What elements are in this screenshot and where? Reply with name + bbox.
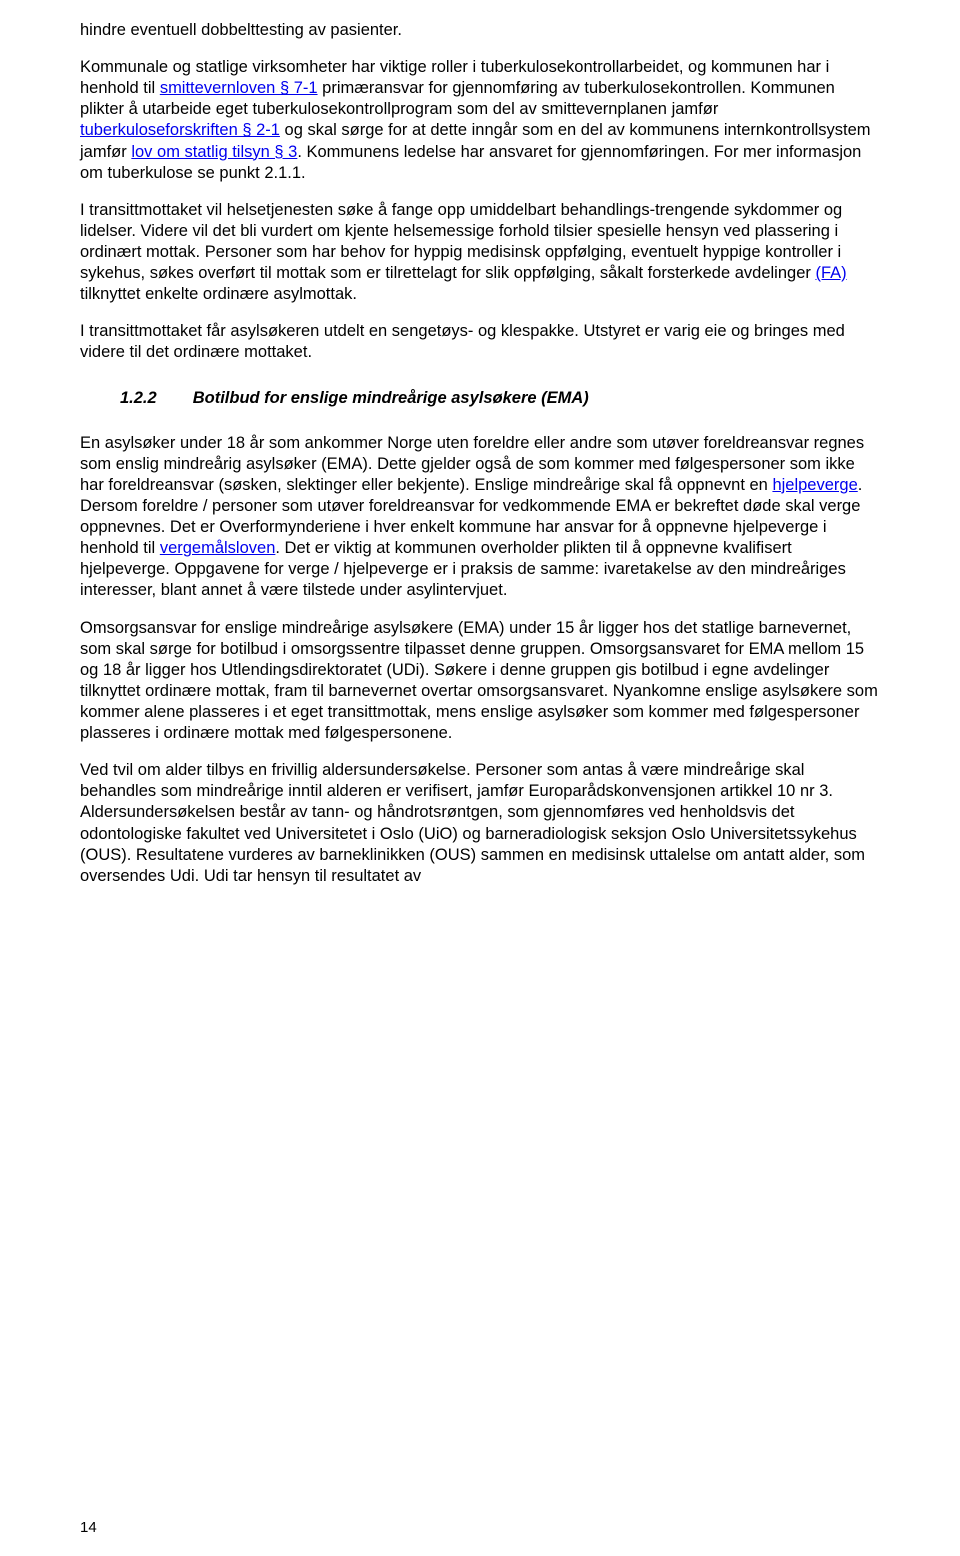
p3-text-2: tilknyttet enkelte ordinære asylmottak. [80,285,357,303]
link-hjelpeverge[interactable]: hjelpeverge [772,476,857,494]
paragraph-2: Kommunale og statlige virksomheter har v… [80,57,880,184]
paragraph-4: I transittmottaket får asylsøkeren utdel… [80,321,880,363]
paragraph-1: hindre eventuell dobbelttesting av pasie… [80,20,880,41]
link-lov-om-statlig-tilsyn[interactable]: lov om statlig tilsyn § 3 [131,143,297,161]
paragraph-6: Omsorgsansvar for enslige mindreårige as… [80,618,880,745]
paragraph-5: En asylsøker under 18 år som ankommer No… [80,433,880,602]
page-number: 14 [80,1519,97,1536]
link-smittevernloven[interactable]: smittevernloven § 7-1 [160,79,318,97]
section-number: 1.2.2 [120,389,157,407]
document-body: hindre eventuell dobbelttesting av pasie… [80,20,880,887]
link-tuberkuloseforskriften[interactable]: tuberkuloseforskriften § 2-1 [80,121,280,139]
link-fa[interactable]: (FA) [815,264,846,282]
paragraph-3: I transittmottaket vil helsetjenesten sø… [80,200,880,306]
link-vergemalsloven[interactable]: vergemålsloven [160,539,276,557]
paragraph-7: Ved tvil om alder tilbys en frivillig al… [80,760,880,887]
p3-text-1: I transittmottaket vil helsetjenesten sø… [80,201,842,282]
p5-text-1: En asylsøker under 18 år som ankommer No… [80,434,864,494]
section-heading: 1.2.2 Botilbud for enslige mindreårige as… [120,388,880,409]
section-title: Botilbud for enslige mindreårige asylsøk… [193,389,589,407]
